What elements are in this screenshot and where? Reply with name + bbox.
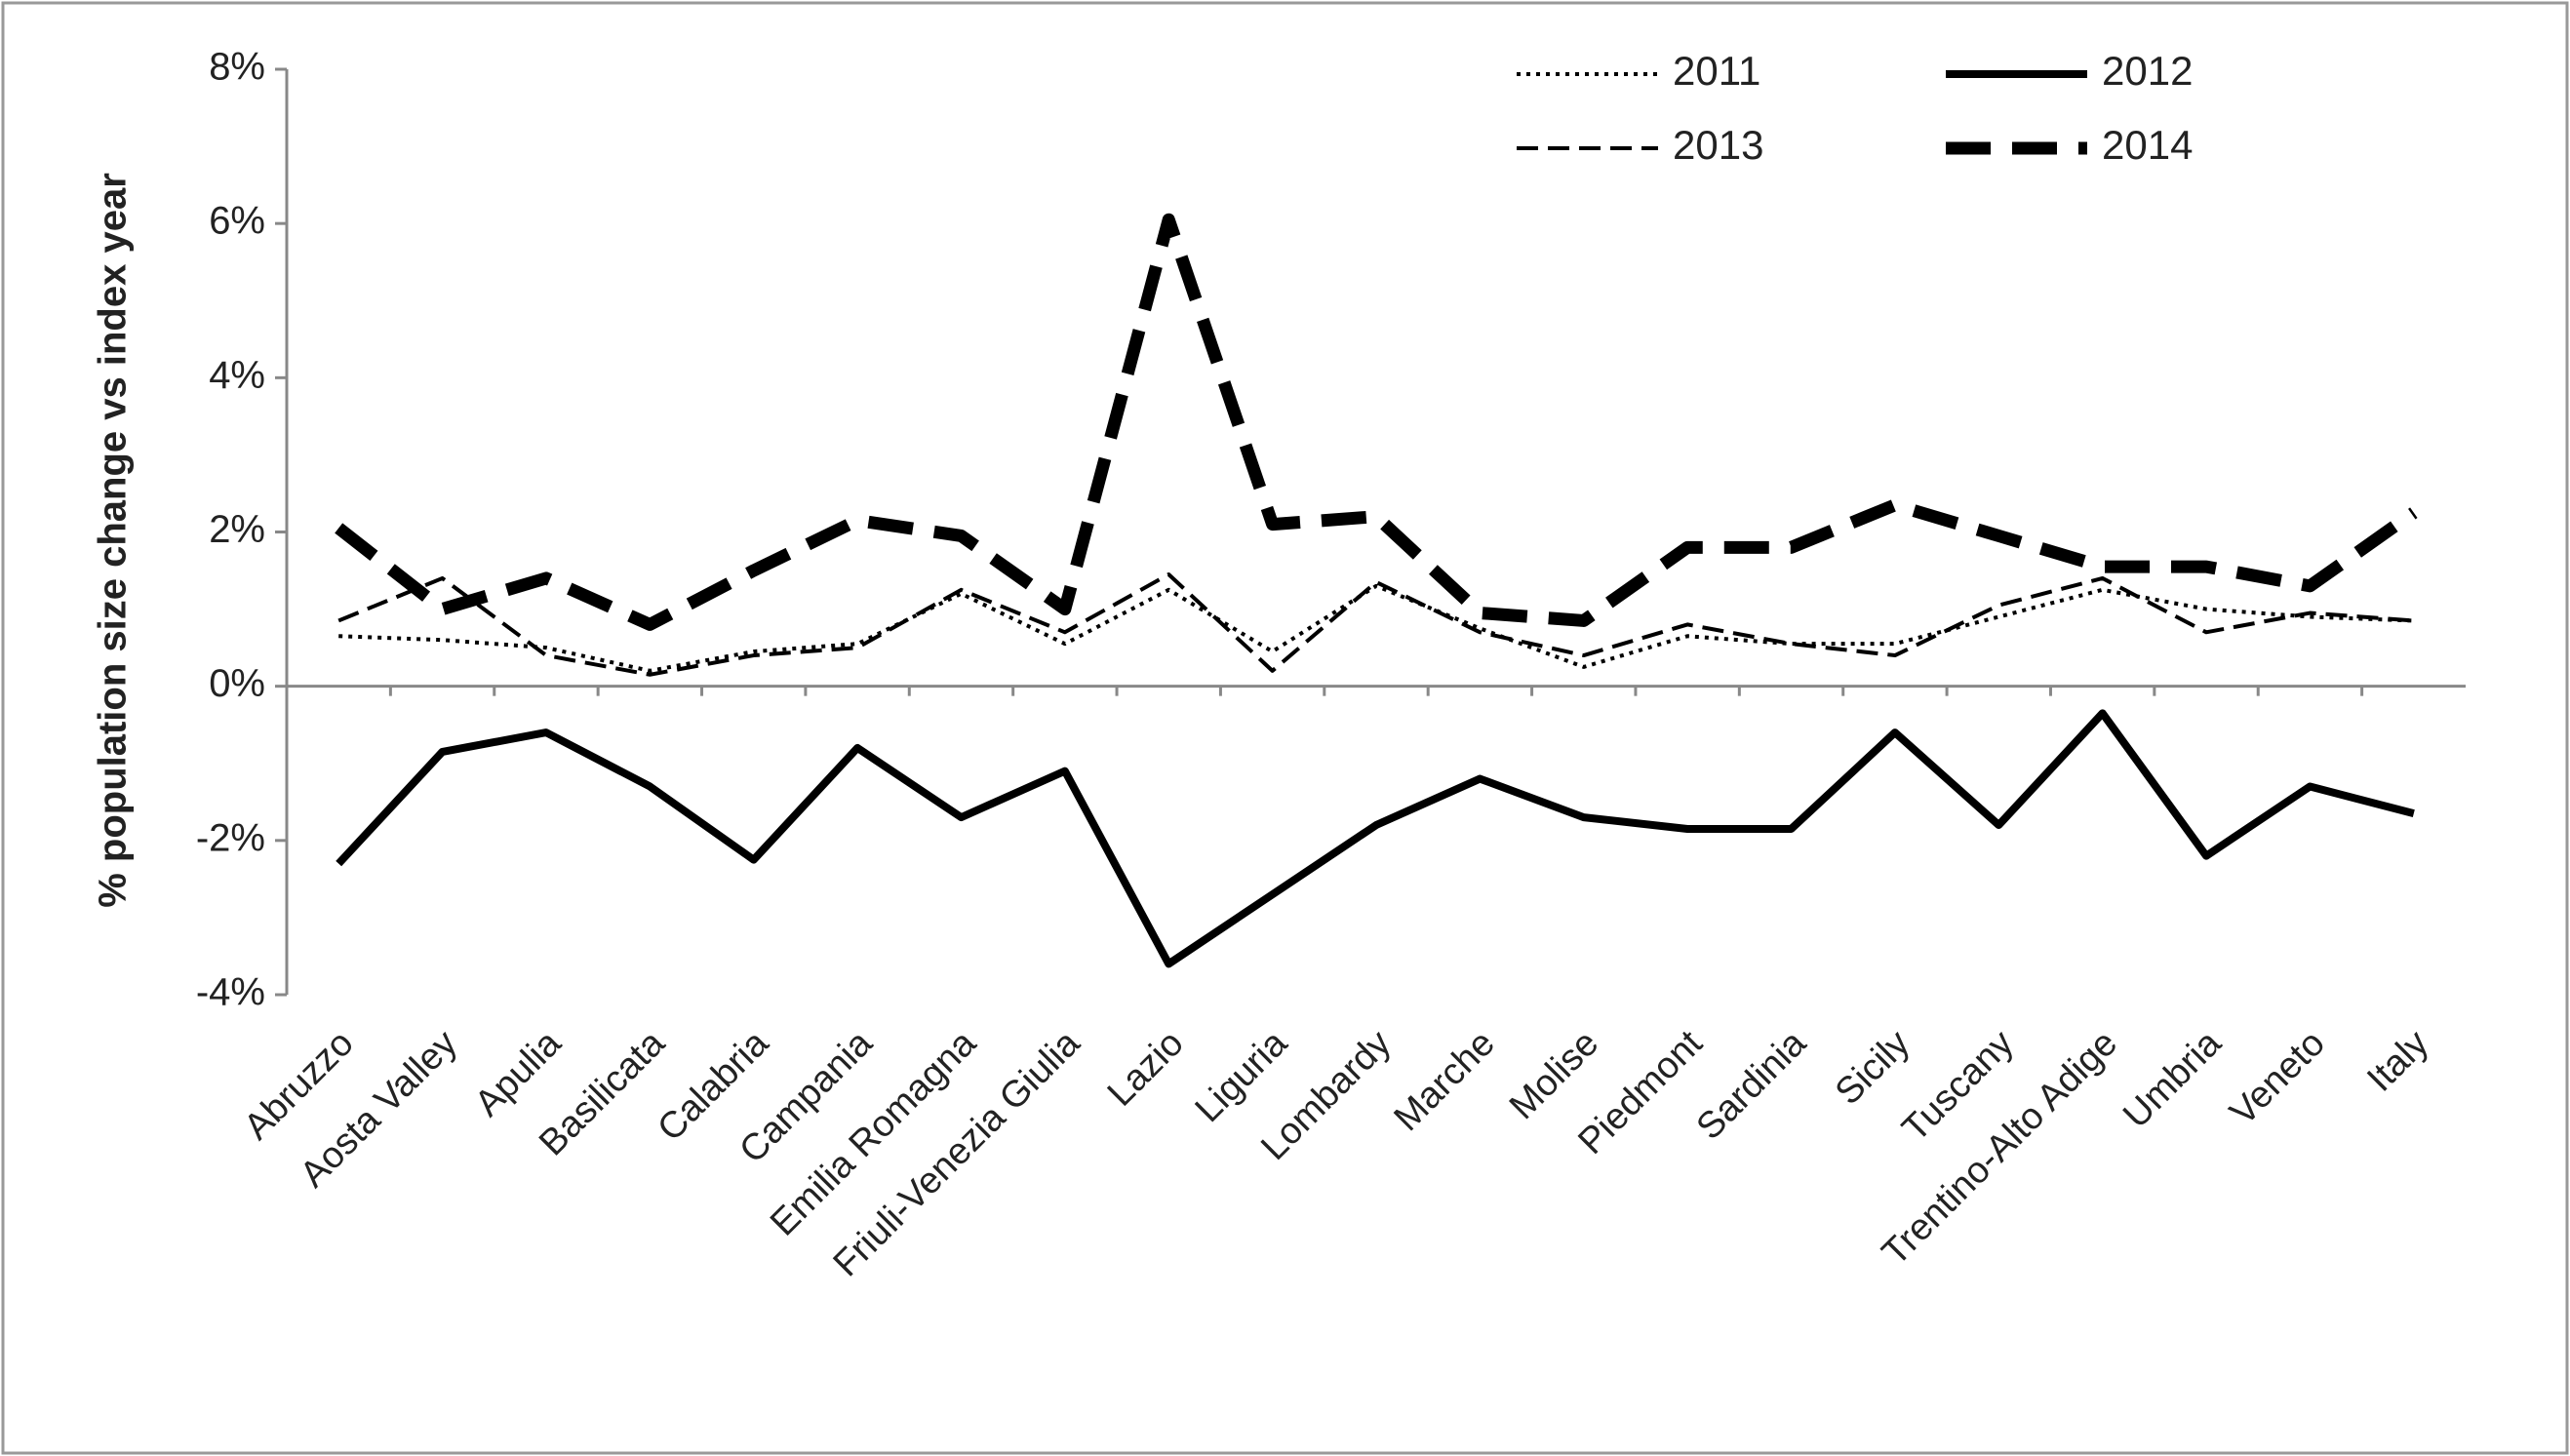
y-tick-label: 4%: [209, 354, 265, 397]
y-tick-label: 2%: [209, 508, 265, 551]
series-line: [337, 571, 2414, 677]
series-line: [338, 583, 2414, 673]
y-tick-label: 8%: [209, 46, 265, 89]
y-axis-label: % population size change vs index year: [92, 173, 135, 908]
legend-label: 2014: [2102, 122, 2193, 168]
series-line: [336, 709, 2415, 968]
legend-label: 2013: [1673, 122, 1763, 168]
series-line: [335, 213, 2418, 631]
y-tick-label: -2%: [196, 816, 265, 859]
legend-label: 2012: [2102, 48, 2193, 94]
y-tick-label: 0%: [209, 662, 265, 705]
legend-label: 2011: [1673, 48, 1760, 94]
y-tick-label: -4%: [196, 971, 265, 1014]
y-tick-label: 6%: [209, 200, 265, 243]
